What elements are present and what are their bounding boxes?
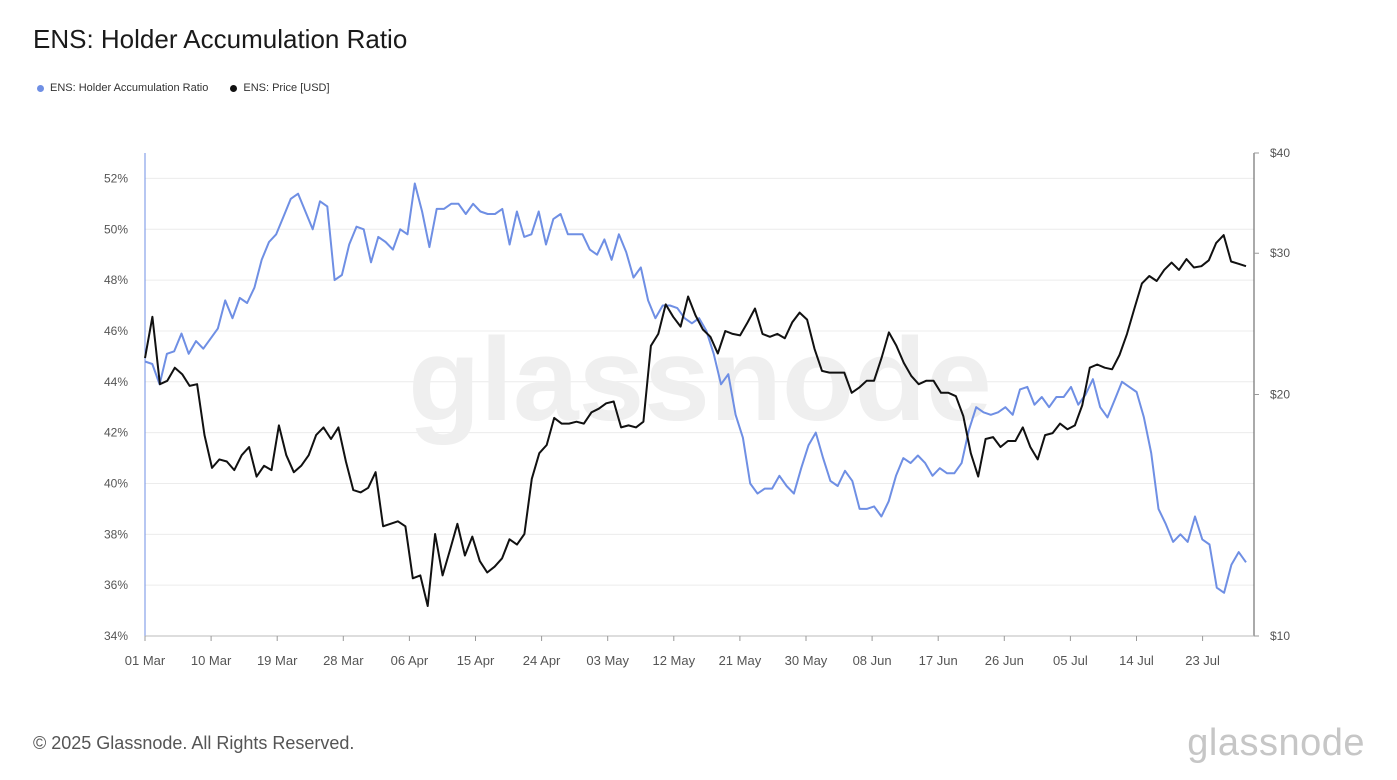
legend-label-ratio: ENS: Holder Accumulation Ratio (50, 82, 209, 94)
x-tick-label: 08 Jun (853, 653, 892, 668)
series-line-ratio (144, 182, 1247, 594)
y-axis-right: $10 $20 $30 $40 (1254, 146, 1290, 643)
series-line-price (144, 234, 1247, 607)
footer-logo: glassnode (1187, 722, 1365, 764)
y-left-tick-label: 36% (104, 578, 128, 592)
x-tick-label: 21 May (719, 653, 762, 668)
legend: ENS: Holder Accumulation Ratio ENS: Pric… (37, 82, 330, 94)
x-tick-label: 12 May (652, 653, 695, 668)
legend-dot-price (230, 84, 238, 92)
x-tick-label: 23 Jul (1185, 653, 1220, 668)
y-right-tick-label: $30 (1270, 246, 1290, 260)
y-left-tick-label: 48% (104, 273, 128, 287)
y-left-tick-label: 44% (104, 375, 128, 389)
series-lines (144, 182, 1247, 607)
x-tick-label: 14 Jul (1119, 653, 1154, 668)
y-left-tick-label: 42% (104, 426, 128, 440)
x-tick-label: 19 Mar (257, 653, 298, 668)
y-left-tick-label: 52% (104, 171, 128, 185)
legend-dot-ratio (37, 84, 44, 92)
grid-lines (145, 177, 1254, 586)
chart-title: ENS: Holder Accumulation Ratio (33, 24, 408, 54)
x-tick-label: 06 Apr (391, 653, 429, 668)
x-tick-label: 03 May (586, 653, 629, 668)
x-tick-label: 24 Apr (523, 653, 561, 668)
y-left-tick-label: 38% (104, 527, 128, 541)
x-tick-label: 26 Jun (985, 653, 1024, 668)
x-tick-label: 05 Jul (1053, 653, 1088, 668)
y-left-tick-label: 40% (104, 476, 128, 490)
x-tick-label: 15 Apr (457, 653, 495, 668)
y-left-tick-label: 46% (104, 324, 128, 338)
x-tick-label: 01 Mar (125, 653, 166, 668)
y-right-tick-label: $20 (1270, 388, 1290, 402)
legend-item-ratio[interactable]: ENS: Holder Accumulation Ratio (37, 82, 208, 94)
x-axis: 01 Mar 10 Mar 19 Mar 28 Mar 06 Apr 15 Apr 24 A… (125, 636, 1220, 668)
x-tick-label: 30 May (785, 653, 828, 668)
copyright: © 2025 Glassnode. All Rights Reserved. (33, 733, 355, 753)
legend-item-price[interactable]: ENS: Price [USD] (230, 82, 330, 94)
x-tick-label: 17 Jun (919, 653, 958, 668)
watermark: glassnode (408, 314, 992, 446)
y-left-tick-label: 34% (104, 629, 128, 643)
legend-label-price: ENS: Price [USD] (243, 82, 330, 94)
y-right-tick-label: $10 (1270, 629, 1290, 643)
x-tick-label: 10 Mar (191, 653, 232, 668)
x-tick-label: 28 Mar (323, 653, 364, 668)
chart-area: glassnode 34% 36% 38% 40% 42% 44% 46% 48% 50% 52%… (104, 146, 1290, 668)
y-right-tick-label: $40 (1270, 146, 1290, 160)
y-left-tick-label: 50% (104, 222, 128, 236)
y-axis-left: 34% 36% 38% 40% 42% 44% 46% 48% 50% 52% (104, 171, 128, 643)
